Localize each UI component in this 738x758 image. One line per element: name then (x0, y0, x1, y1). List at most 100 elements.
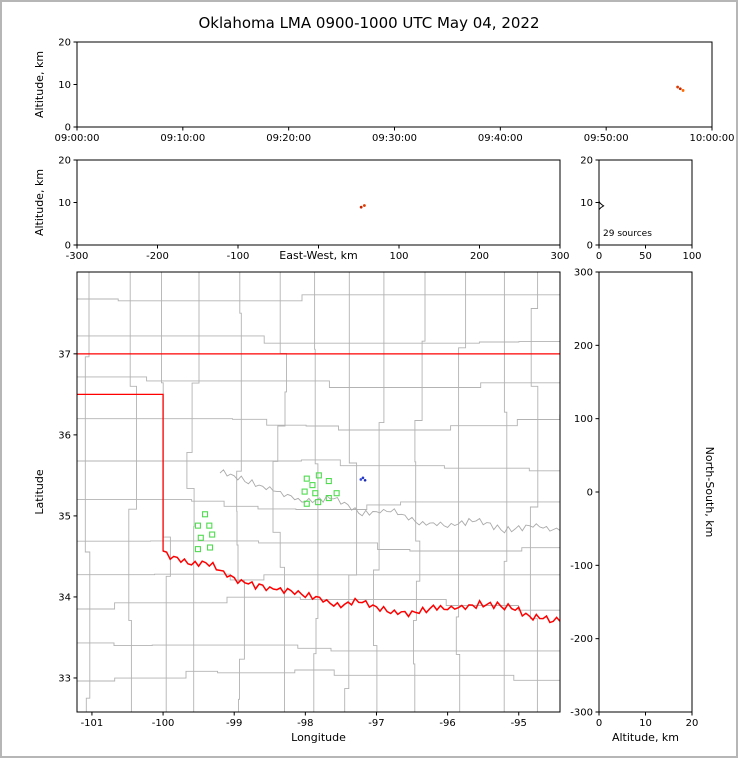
axes-frame (76, 271, 561, 713)
county-line (77, 596, 560, 611)
x-tick-label: 09:40:00 (478, 133, 523, 144)
x-tick-label: 100 (389, 251, 408, 262)
axes-frame (76, 159, 561, 246)
county-line (84, 272, 91, 712)
x-tick-label: 50 (639, 251, 652, 262)
y-tick-label: 35 (58, 511, 71, 522)
y-tick-label: 33 (58, 673, 71, 684)
lma-station-marker (194, 522, 201, 529)
lma-station-marker (333, 490, 340, 497)
panel-ew_altitude: -300 -200 -100 100 200 300 0 10 20 East-West, km A… (33, 156, 570, 263)
lma-station-marker (315, 472, 322, 479)
gray-river (219, 469, 560, 534)
lma-station-marker (206, 522, 213, 529)
lma-station-marker (301, 488, 308, 495)
county-line (77, 459, 560, 472)
county-line (77, 669, 560, 682)
x-tick-label: 09:00:00 (55, 133, 100, 144)
county-line (77, 335, 560, 344)
panhandle-border-line (77, 393, 164, 552)
y-tick-label: 10 (580, 198, 593, 209)
lma-station-marker (194, 546, 201, 553)
county-line (77, 540, 560, 552)
county-line (373, 272, 385, 712)
county-line (236, 272, 245, 712)
lma-station-marker (206, 544, 214, 551)
x-tick-label: 200 (470, 251, 489, 262)
county-line (503, 272, 508, 712)
lma-station-marker (315, 499, 322, 506)
x-tick-label: -95 (511, 718, 527, 729)
x-axis-label: Altitude, km (612, 731, 679, 744)
county-line (77, 294, 560, 302)
y-tick-label: 300 (574, 268, 593, 279)
y-tick-label: 34 (58, 592, 71, 603)
x-tick-label: 10 (639, 718, 652, 729)
lma-station-marker (325, 495, 332, 502)
x-tick-label: -100 (227, 251, 250, 262)
y-axis-label: Latitude (33, 469, 46, 515)
x-tick-label: 100 (682, 251, 701, 262)
axes-frame (76, 41, 713, 128)
x-tick-label: 09:20:00 (266, 133, 311, 144)
lma-station-marker (325, 478, 332, 485)
county-line (77, 573, 560, 581)
y-tick-label: 20 (58, 38, 71, 49)
lma-station-marker (201, 511, 209, 518)
x-tick-label: 10:00:00 (690, 133, 735, 144)
y-tick-label: -100 (570, 561, 593, 572)
sources-count-annotation: 29 sources (603, 229, 652, 239)
lma-station-marker (309, 482, 316, 489)
lma-station-marker (303, 500, 310, 507)
y-tick-label: 10 (58, 198, 71, 209)
x-axis-label: East-West, km (279, 249, 357, 262)
county-line (272, 272, 287, 712)
panel-map: -101 -100 -99 -98 -97 -96 -95 33 34 35 36 37 Longitu… (33, 271, 561, 744)
y-tick-label: 100 (574, 414, 593, 425)
x-tick-label: -101 (81, 718, 104, 729)
y-tick-label: 20 (58, 156, 71, 167)
y-tick-label: -200 (570, 634, 593, 645)
source-point (676, 85, 680, 89)
county-line (529, 272, 539, 712)
y-axis-label: Altitude, km (33, 169, 46, 236)
x-tick-label: 300 (550, 251, 569, 262)
lma-station-marker (197, 534, 204, 541)
x-tick-label: -200 (146, 251, 169, 262)
axes-frame (598, 271, 693, 713)
x-tick-label: -97 (368, 718, 384, 729)
county-boundaries (77, 272, 560, 712)
y-tick-label: 36 (58, 430, 71, 441)
lma-station-marker (312, 490, 319, 497)
y-tick-label: 37 (58, 349, 71, 360)
county-line (77, 414, 560, 431)
lightning-source-point (359, 478, 363, 481)
red-river-border (162, 550, 561, 624)
lightning-source-point (361, 476, 365, 480)
panel-source_count_altitude: 29 sources 0 50 100 0 10 20 (580, 156, 701, 263)
y-tick-label: 10 (58, 80, 71, 91)
county-line (344, 272, 358, 712)
x-tick-label: -96 (439, 718, 455, 729)
x-tick-label: -99 (226, 718, 242, 729)
lma-station-marker (209, 531, 216, 538)
figure-title: Oklahoma LMA 0900-1000 UTC May 04, 2022 (198, 14, 540, 32)
y-tick-label: 200 (574, 341, 593, 352)
x-tick-label: -100 (152, 718, 175, 729)
y-axis-label: Altitude, km (33, 51, 46, 118)
source-point (678, 87, 682, 91)
y-axis-label: North-South, km (703, 447, 716, 538)
x-tick-label: -98 (297, 718, 313, 729)
x-tick-label: 0 (596, 251, 602, 262)
source-point (681, 89, 685, 92)
panel-time_altitude: 09:00:00 09:10:00 09:20:00 09:30:00 09:40:00… (33, 38, 734, 145)
y-tick-label: -300 (570, 708, 593, 719)
state-border (77, 353, 561, 624)
x-tick-label: 0 (596, 718, 602, 729)
county-line (413, 272, 426, 712)
county-line (128, 272, 137, 712)
y-tick-label: 0 (65, 241, 71, 252)
county-line (77, 376, 560, 388)
